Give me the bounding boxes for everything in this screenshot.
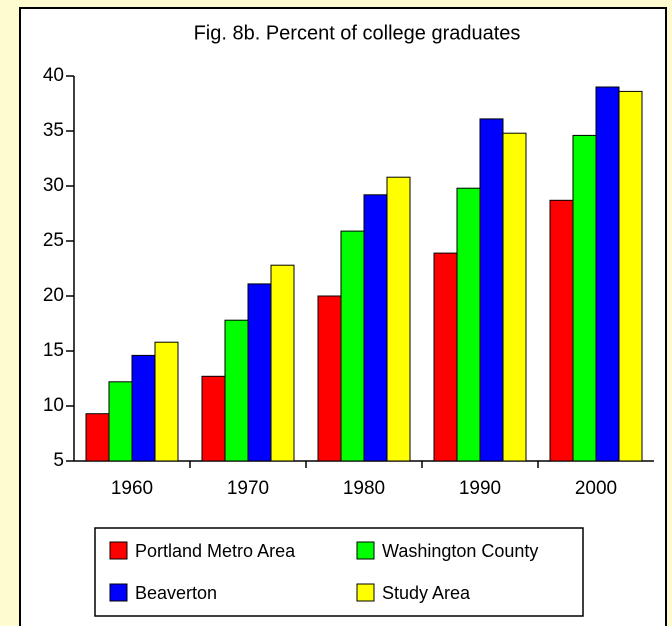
bar <box>270 264 295 462</box>
y-tick-label: 15 <box>43 340 64 361</box>
bar <box>363 194 388 462</box>
x-tick-label: 1990 <box>459 478 501 499</box>
x-tick-label: 1960 <box>111 478 153 499</box>
legend-swatch <box>356 583 375 602</box>
bar <box>224 319 249 462</box>
x-tick-label: 1980 <box>343 478 385 499</box>
bar <box>201 375 226 462</box>
y-tick-label: 5 <box>53 450 64 471</box>
x-tick-label: 1970 <box>227 478 269 499</box>
y-tick-label: 10 <box>43 395 64 416</box>
bar <box>85 413 110 462</box>
chart-title: Fig. 8b. Percent of college graduates <box>194 22 521 44</box>
y-tick-label: 30 <box>43 175 64 196</box>
legend-swatch <box>109 583 128 602</box>
bar <box>247 283 272 462</box>
bar <box>618 90 643 462</box>
bar <box>386 176 411 462</box>
bar <box>479 118 504 462</box>
x-tick-label: 2000 <box>575 478 617 499</box>
bar <box>317 295 342 462</box>
y-tick-label: 20 <box>43 285 64 306</box>
legend-swatch <box>109 541 128 560</box>
legend-box <box>94 527 584 617</box>
bar <box>154 341 179 462</box>
y-tick-label: 35 <box>43 120 64 141</box>
bar <box>433 252 458 462</box>
y-tick-label: 25 <box>43 230 64 251</box>
bar <box>108 381 133 462</box>
bar <box>549 199 574 462</box>
legend-label: Washington County <box>382 541 538 561</box>
legend-label: Study Area <box>382 583 471 603</box>
legend-label: Portland Metro Area <box>135 541 296 561</box>
bar <box>502 132 527 462</box>
legend-swatch <box>356 541 375 560</box>
bar <box>131 354 156 462</box>
bar <box>456 187 481 462</box>
bar <box>572 134 597 462</box>
y-tick-label: 40 <box>43 65 64 86</box>
legend-label: Beaverton <box>135 583 217 603</box>
bar <box>340 230 365 462</box>
bar <box>595 86 620 462</box>
